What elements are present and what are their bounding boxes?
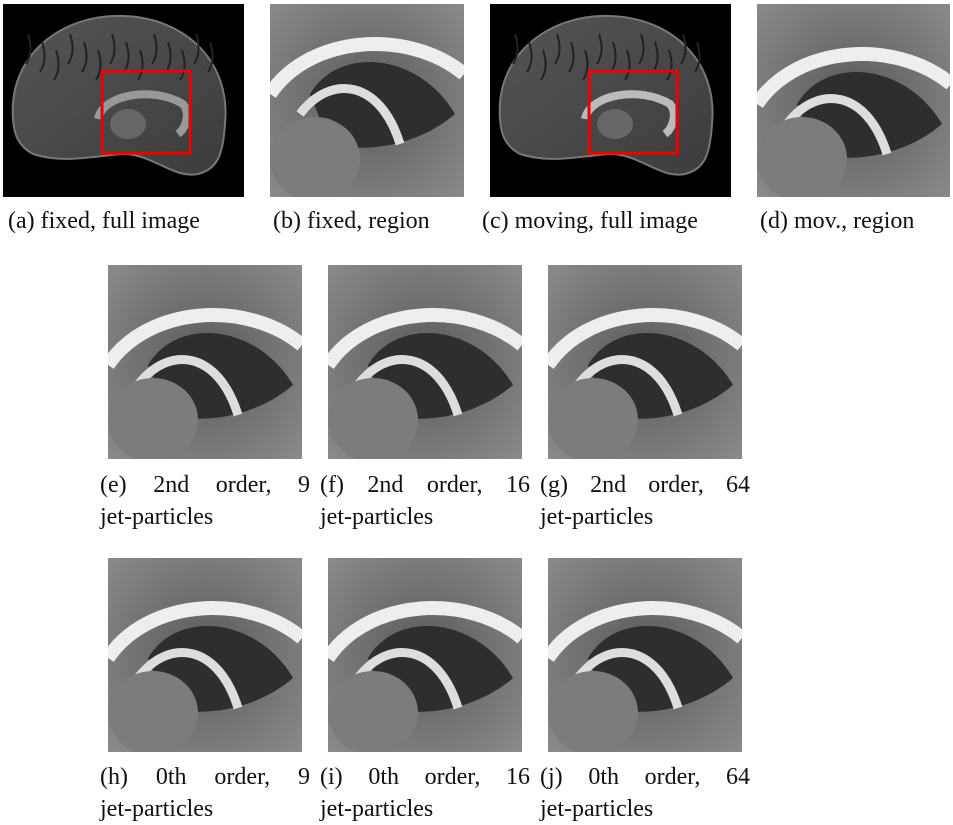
caption-line: jet-particles bbox=[320, 796, 434, 822]
caption: (j) 0th order, 64 jet-particles bbox=[540, 761, 750, 825]
white-arc bbox=[757, 47, 950, 109]
white-fornix bbox=[134, 355, 243, 417]
caption-line: jet-particles bbox=[540, 504, 654, 530]
thalamus bbox=[110, 109, 146, 139]
sulcus bbox=[137, 49, 144, 81]
caption: (f) 2nd order, 16 jet-particles bbox=[320, 469, 530, 533]
caption-line: (d) mov., region bbox=[760, 208, 915, 234]
sulcus bbox=[694, 41, 701, 73]
caption-line: (h) 0th order, 9 bbox=[100, 764, 310, 790]
white-arc bbox=[108, 601, 302, 663]
caption: (i) 0th order, 16 jet-particles bbox=[320, 761, 530, 825]
caption-line: (b) fixed, region bbox=[273, 208, 430, 234]
sulcus bbox=[638, 33, 645, 65]
caption-line: jet-particles bbox=[100, 796, 214, 822]
sulcus bbox=[179, 49, 186, 81]
white-arc bbox=[108, 308, 302, 370]
caption-line: (g) 2nd order, 64 bbox=[540, 472, 750, 498]
white-fornix bbox=[574, 355, 683, 417]
sulcus bbox=[95, 49, 102, 81]
white-fornix bbox=[783, 94, 892, 156]
region-box bbox=[100, 69, 192, 155]
caption-line: (a) fixed, full image bbox=[8, 208, 200, 234]
sulcus bbox=[109, 33, 116, 65]
panel-image bbox=[328, 558, 522, 752]
caption: (e) 2nd order, 9 jet-particles bbox=[100, 469, 310, 533]
white-arc bbox=[270, 37, 464, 99]
sulcus bbox=[512, 33, 519, 65]
white-fornix bbox=[354, 648, 463, 710]
panel-image bbox=[3, 4, 244, 197]
sulcus bbox=[666, 49, 673, 81]
white-fornix bbox=[354, 355, 463, 417]
sulcus bbox=[526, 41, 533, 73]
white-fornix bbox=[574, 648, 683, 710]
sulcus bbox=[81, 41, 88, 73]
sulcus bbox=[582, 49, 589, 81]
panel-image bbox=[108, 265, 302, 459]
caption: (g) 2nd order, 64 jet-particles bbox=[540, 469, 750, 533]
panel-image bbox=[757, 4, 950, 197]
sulcus bbox=[680, 33, 687, 65]
caption-line: jet-particles bbox=[320, 504, 434, 530]
caption-line: jet-particles bbox=[100, 504, 214, 530]
sulcus bbox=[624, 49, 631, 81]
caption-line: (i) 0th order, 16 bbox=[320, 764, 530, 790]
sulcus bbox=[67, 33, 74, 65]
thalamus bbox=[328, 671, 418, 752]
sulcus bbox=[193, 33, 200, 65]
white-arc bbox=[328, 308, 522, 370]
sulcus bbox=[540, 49, 547, 81]
sulcus bbox=[207, 41, 214, 73]
white-arc bbox=[328, 601, 522, 663]
caption-line: (c) moving, full image bbox=[482, 208, 698, 234]
thalamus bbox=[270, 117, 360, 197]
region-box bbox=[587, 69, 679, 155]
panel-image bbox=[548, 558, 742, 752]
sulcus bbox=[53, 49, 60, 81]
panel-image bbox=[490, 4, 731, 197]
thalamus bbox=[328, 378, 418, 459]
sulcus bbox=[554, 33, 561, 65]
thalamus bbox=[548, 378, 638, 459]
thalamus bbox=[108, 378, 198, 459]
panel-image bbox=[328, 265, 522, 459]
thalamus bbox=[757, 117, 847, 197]
sulcus bbox=[39, 41, 46, 73]
caption: (h) 0th order, 9 jet-particles bbox=[100, 761, 310, 825]
thalamus bbox=[108, 671, 198, 752]
caption-line: jet-particles bbox=[540, 796, 654, 822]
sulcus bbox=[25, 33, 32, 65]
caption: (a) fixed, full image bbox=[8, 205, 200, 237]
thalamus bbox=[597, 109, 633, 139]
white-fornix bbox=[134, 648, 243, 710]
sulcus bbox=[596, 33, 603, 65]
caption-line: (e) 2nd order, 9 bbox=[100, 472, 310, 498]
caption: (d) mov., region bbox=[760, 205, 914, 237]
panel-image bbox=[270, 4, 464, 197]
thalamus bbox=[548, 671, 638, 752]
sulcus bbox=[151, 33, 158, 65]
caption: (b) fixed, region bbox=[273, 205, 430, 237]
corpus-callosum bbox=[94, 90, 191, 138]
panel-image bbox=[108, 558, 302, 752]
caption: (c) moving, full image bbox=[482, 205, 698, 237]
corpus-callosum bbox=[581, 90, 678, 138]
white-fornix bbox=[296, 84, 405, 146]
caption-line: (f) 2nd order, 16 bbox=[320, 472, 530, 498]
panel-image bbox=[548, 265, 742, 459]
white-arc bbox=[548, 308, 742, 370]
caption-line: (j) 0th order, 64 bbox=[540, 764, 750, 790]
white-arc bbox=[548, 601, 742, 663]
sulcus bbox=[568, 41, 575, 73]
